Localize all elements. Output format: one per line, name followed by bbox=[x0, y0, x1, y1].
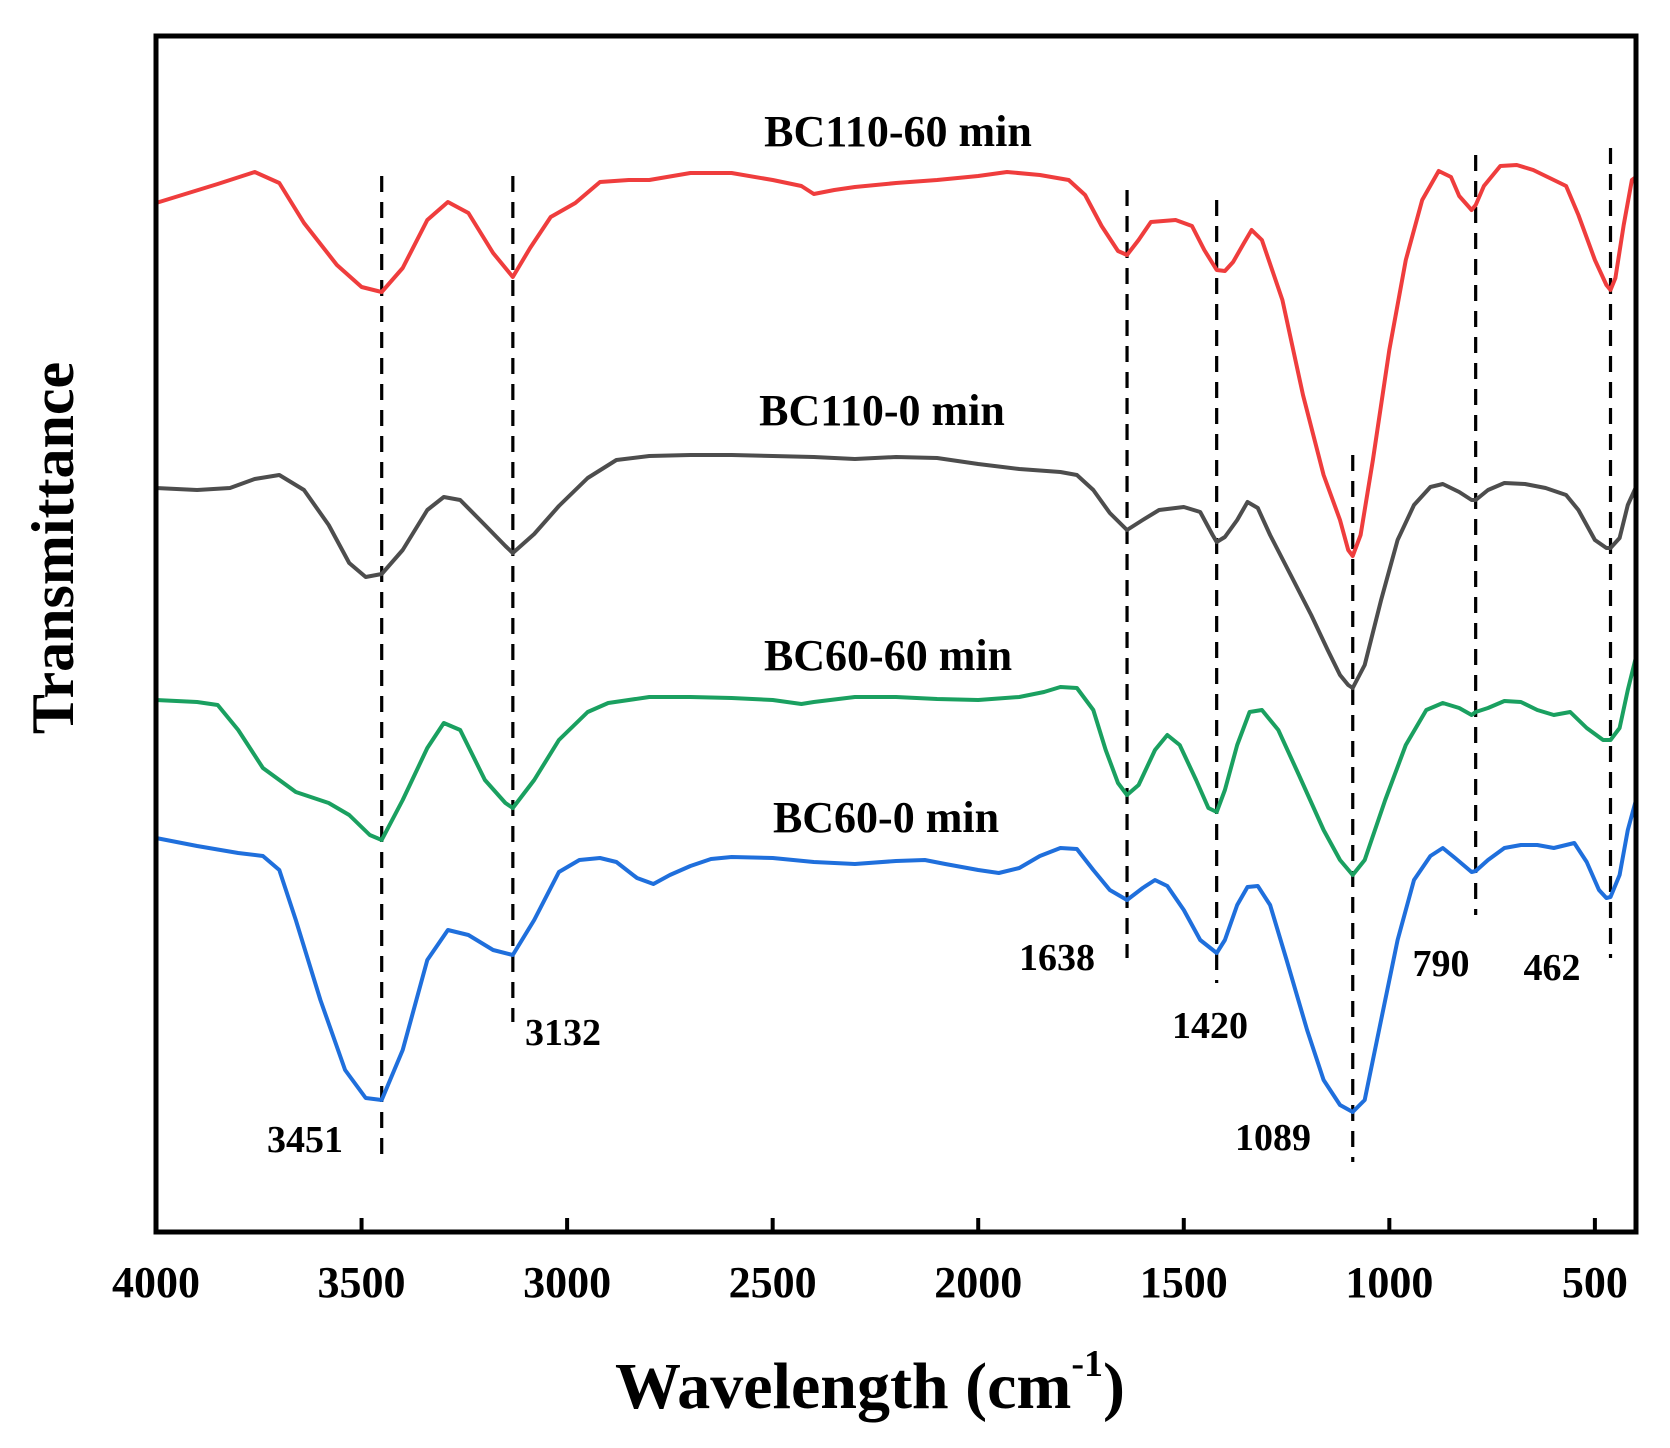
x-tick-label-3000: 3000 bbox=[523, 1258, 611, 1307]
series-label-2: BC60-60 min bbox=[764, 631, 1012, 680]
peak-label-790: 790 bbox=[1413, 943, 1470, 985]
peak-label-1420: 1420 bbox=[1172, 1005, 1248, 1047]
x-tick-label-2000: 2000 bbox=[934, 1258, 1022, 1307]
series-line-2 bbox=[154, 655, 1638, 877]
peak-label-3451: 3451 bbox=[267, 1119, 343, 1161]
plot-frame bbox=[153, 33, 1639, 1235]
peak-lines bbox=[380, 148, 1613, 1162]
peak-label-3132: 3132 bbox=[525, 1012, 601, 1054]
x-axis-label-main: Wavelength (cm bbox=[615, 1350, 1071, 1423]
series-label-0: BC110-60 min bbox=[764, 107, 1032, 156]
series-line-3 bbox=[154, 798, 1638, 1114]
x-axis-label: Wavelength (cm-1) bbox=[615, 1343, 1125, 1423]
x-axis-label-close: ) bbox=[1103, 1350, 1125, 1423]
peak-label-1638: 1638 bbox=[1019, 937, 1095, 979]
series-labels: BC110-60 min BC110-0 min BC60-60 min BC60-0… bbox=[759, 107, 1032, 842]
series-line-1 bbox=[154, 453, 1638, 690]
peak-labels: 3451 3132 1638 1420 1089 790 462 bbox=[267, 937, 1581, 1161]
series-label-3: BC60-0 min bbox=[773, 793, 999, 842]
x-tick-label-1500: 1500 bbox=[1140, 1258, 1228, 1307]
series-lines bbox=[154, 163, 1638, 1114]
x-axis-label-superscript: -1 bbox=[1071, 1343, 1103, 1385]
x-tick-label-4000: 4000 bbox=[112, 1258, 200, 1307]
series-label-1: BC110-0 min bbox=[759, 386, 1005, 435]
peak-label-462: 462 bbox=[1524, 947, 1581, 989]
y-axis-label: Transmittance bbox=[20, 362, 86, 734]
series-line-0 bbox=[154, 163, 1638, 558]
x-tick-label-3500: 3500 bbox=[318, 1258, 406, 1307]
x-tick-label-1000: 1000 bbox=[1345, 1258, 1433, 1307]
x-tick-label-500: 500 bbox=[1562, 1258, 1628, 1307]
peak-label-1089: 1089 bbox=[1235, 1117, 1311, 1159]
x-tick-label-2500: 2500 bbox=[729, 1258, 817, 1307]
x-axis-ticks: 4000 3500 3000 2500 2000 1500 1000 500 bbox=[112, 1218, 1628, 1307]
